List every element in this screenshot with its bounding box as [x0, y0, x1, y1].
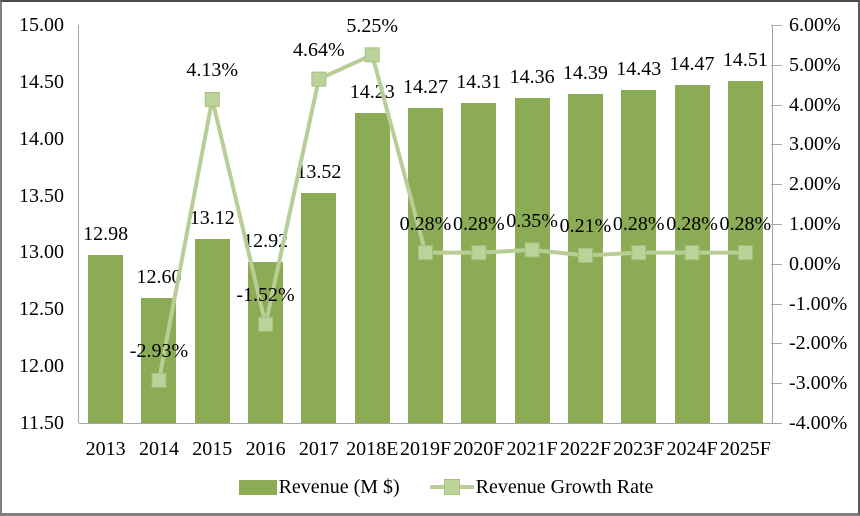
growth-rate-value-label: 0.35% [506, 209, 558, 232]
x-axis-category-label: 2022F [559, 438, 611, 460]
x-axis-category-label: 2021F [506, 438, 558, 460]
left-axis-tick-label: 12.50 [19, 298, 64, 321]
revenue-value-label: 13.12 [189, 206, 235, 229]
right-axis-tick-mark [771, 64, 782, 66]
right-axis-tick-mark [771, 263, 782, 265]
right-axis-tick-mark [771, 383, 782, 385]
revenue-bar [514, 97, 550, 423]
growth-rate-value-label: 4.64% [293, 39, 345, 62]
revenue-bar [354, 112, 390, 423]
left-axis-tick-label: 12.00 [19, 355, 64, 378]
revenue-bar [621, 89, 657, 423]
right-axis-tick-label: 0.00% [789, 252, 841, 275]
right-axis-tick-mark [771, 104, 782, 106]
growth-rate-value-label: 5.25% [346, 14, 399, 37]
growth-rate-value-label: 0.28% [452, 212, 505, 235]
growth-rate-value-label: 0.28% [719, 212, 772, 235]
x-axis-category-label: 2014 [138, 438, 179, 460]
x-axis-category-label: 2023F [613, 438, 665, 460]
growth-rate-marker [204, 91, 220, 107]
right-axis-tick-label: -4.00% [789, 412, 848, 434]
left-axis-tick-label: 13.00 [19, 241, 64, 264]
right-axis-tick-label: -1.00% [789, 292, 848, 315]
growth-rate-marker [364, 47, 380, 63]
revenue-bar [727, 80, 763, 423]
x-axis-category-label: 2024F [666, 438, 718, 460]
right-axis-tick-mark [771, 25, 782, 26]
revenue-value-label: 12.98 [83, 222, 129, 245]
legend-item-growth-rate: Revenue Growth Rate [429, 475, 654, 499]
growth-rate-value-label: 0.28% [399, 212, 452, 235]
revenue-bar [567, 94, 603, 423]
growth-rate-value-label: -1.52% [236, 284, 295, 307]
growth-rate-value-label: -2.93% [129, 340, 189, 363]
revenue-bar [88, 254, 124, 423]
revenue-value-label: 12.92 [243, 229, 289, 252]
left-axis-tick-label: 13.50 [19, 184, 64, 207]
right-axis-tick-mark [771, 423, 782, 424]
x-axis-category-label: 2025F [719, 438, 771, 460]
x-axis-category-label: 2019F [399, 438, 452, 460]
x-axis-line [79, 423, 773, 424]
x-axis-category-label: 2018E [346, 438, 399, 460]
right-axis-tick-mark [771, 224, 782, 225]
right-axis-tick-mark [771, 144, 782, 146]
revenue-value-label: 13.52 [296, 161, 342, 184]
revenue-bar [461, 103, 497, 423]
right-axis-tick-mark [771, 303, 782, 305]
right-axis-tick-mark [771, 184, 782, 186]
growth-rate-marker [311, 71, 327, 87]
legend: Revenue (M $) Revenue Growth Rate [2, 475, 858, 499]
revenue-bar [301, 193, 337, 423]
x-axis-category-label: 2013 [85, 438, 126, 460]
revenue-value-label: 12.60 [136, 265, 182, 288]
x-axis-category-label: 2016 [245, 438, 286, 460]
growth-marker-icon [443, 479, 460, 495]
right-axis-tick-label: 1.00% [789, 213, 841, 235]
revenue-series-swatch [238, 479, 277, 495]
x-axis-category-label: 2015 [192, 438, 233, 460]
left-y-axis-line [78, 25, 79, 423]
right-axis-tick-label: 4.00% [789, 93, 841, 116]
right-axis-tick-mark [771, 343, 782, 345]
growth-rate-value-label: 0.21% [559, 215, 612, 238]
growth-series-label: Revenue Growth Rate [475, 476, 654, 498]
legend-item-revenue: Revenue (M $) [238, 475, 400, 499]
right-axis-tick-label: 2.00% [789, 173, 841, 196]
growth-rate-value-label: 4.13% [186, 59, 239, 82]
growth-rate-value-label: 0.28% [666, 212, 718, 235]
left-axis-tick-label: 15.00 [19, 14, 64, 36]
growth-series-swatch [429, 479, 474, 495]
growth-rate-value-label: 0.28% [612, 212, 665, 235]
right-axis-tick-label: 6.00% [789, 14, 841, 36]
revenue-bar [408, 108, 443, 423]
left-axis-tick-label: 14.50 [19, 70, 64, 93]
x-axis-category-label: 2017 [298, 438, 339, 460]
revenue-series-label: Revenue (M $) [278, 476, 400, 498]
right-axis-tick-label: -3.00% [789, 372, 848, 395]
revenue-value-label: 14.51 [722, 48, 768, 71]
x-axis-category-label: 2020F [453, 438, 505, 460]
revenue-bar [194, 238, 230, 423]
right-axis-tick-label: 5.00% [789, 53, 841, 76]
revenue-bar [674, 85, 710, 423]
right-axis-tick-label: 3.00% [789, 133, 841, 156]
right-axis-tick-label: -2.00% [789, 332, 848, 355]
left-axis-tick-label: 14.00 [19, 127, 64, 150]
left-axis-tick-label: 11.50 [19, 412, 64, 434]
